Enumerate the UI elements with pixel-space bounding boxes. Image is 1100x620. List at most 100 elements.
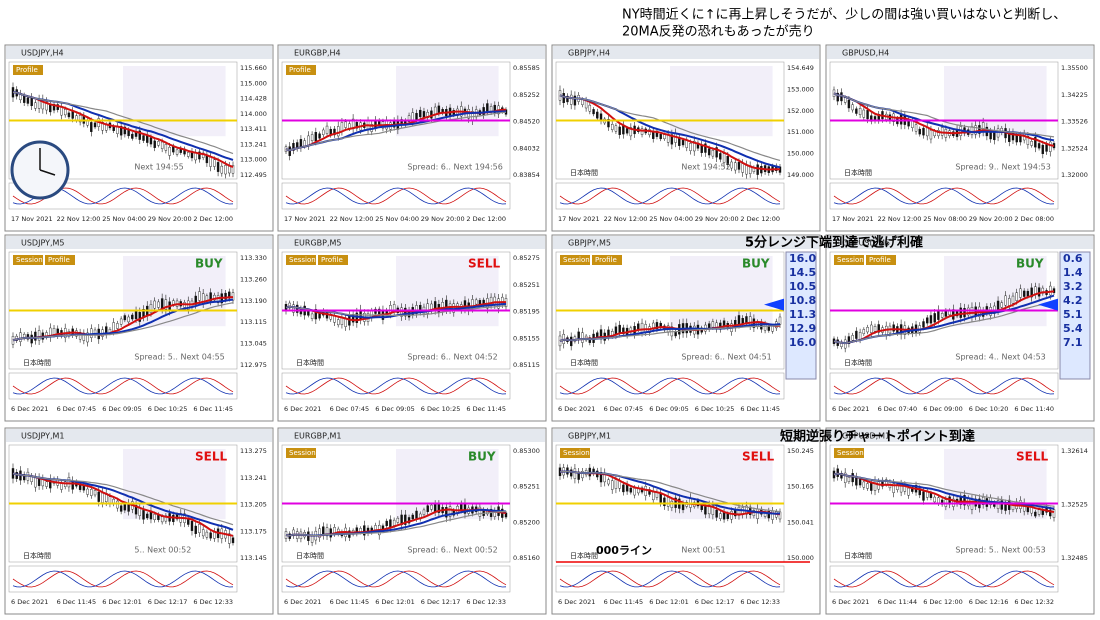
price-label: 1.33526 xyxy=(1061,118,1088,126)
price-label: 150.000 xyxy=(787,554,814,562)
time-label: 17 Nov 2021 xyxy=(11,215,53,223)
candle xyxy=(866,110,869,120)
candle xyxy=(929,315,933,324)
side-value: 7.1 xyxy=(1063,336,1083,349)
candle xyxy=(153,140,156,148)
candle xyxy=(851,104,854,111)
candle xyxy=(60,106,63,116)
candle xyxy=(190,520,194,531)
chart-window: USDJPY,H4 115.660 115.000 114.428 114.000 113… xyxy=(4,44,274,232)
candle xyxy=(30,334,33,344)
chart-window: EURGBP,M5 0.85275 0.85251 0.85195 0.85155 0.8… xyxy=(277,234,547,422)
time-label: 6 Dec 12:33 xyxy=(193,598,233,606)
candle xyxy=(1041,144,1045,155)
candle xyxy=(719,513,722,519)
candle xyxy=(566,95,569,103)
time-label: 6 Dec 11:45 xyxy=(740,405,780,413)
time-label: 29 Nov 20:00 xyxy=(148,215,192,223)
oscillator xyxy=(285,187,507,205)
moving-average xyxy=(12,472,234,537)
title-bar xyxy=(553,429,819,442)
candle xyxy=(123,504,127,511)
candle xyxy=(870,482,873,491)
candle xyxy=(325,125,329,134)
candle xyxy=(209,156,212,167)
oscillator xyxy=(285,377,507,395)
price-label: 1.32614 xyxy=(1061,447,1088,455)
candle xyxy=(873,326,877,332)
candle xyxy=(847,99,851,109)
candle xyxy=(847,336,851,344)
candle xyxy=(325,527,329,537)
jp-time: 日本時間 xyxy=(844,551,872,560)
candle xyxy=(134,504,138,515)
chart-window: GBPJPY,H4 154.649 153.000 152.000 151.000 150… xyxy=(551,44,821,232)
time-label: 2 Dec 08:00 xyxy=(1014,215,1054,223)
candle xyxy=(1019,288,1022,298)
candle xyxy=(640,128,644,135)
spread-info: Next 194:55 xyxy=(134,163,183,172)
price-label: 113.241 xyxy=(240,474,267,482)
time-label: 6 Dec 2021 xyxy=(11,405,48,413)
candle xyxy=(767,510,771,519)
time-label: 25 Nov 04:00 xyxy=(102,215,146,223)
candle xyxy=(1034,511,1037,517)
tag-box xyxy=(560,255,590,265)
chart-window: GBPUSD,M5 6 Dec 2021 6 Dec 07:40 6 Dec 09:0… xyxy=(825,234,1095,422)
oscillator xyxy=(559,570,781,588)
candle xyxy=(26,97,30,104)
side-value: 10.8 xyxy=(789,294,816,307)
price-label: 1.32485 xyxy=(1061,554,1088,562)
oscillator xyxy=(285,570,507,588)
chart-window: EURGBP,H4 0.85585 0.85252 0.84520 0.84032 0.8… xyxy=(277,44,547,232)
candle xyxy=(231,165,235,174)
candle xyxy=(307,135,310,146)
candle xyxy=(745,164,748,175)
indicator-area xyxy=(829,565,1059,593)
candle xyxy=(933,496,936,503)
window-title: USDJPY,M5 xyxy=(21,239,65,248)
time-label: 29 Nov 20:00 xyxy=(695,215,739,223)
oscillator xyxy=(559,570,781,588)
moving-average xyxy=(833,92,1055,138)
candle xyxy=(19,332,22,342)
jp-time: 日本時間 xyxy=(296,358,324,367)
spread-info: Spread: 6.. Next 194:56 xyxy=(407,163,502,172)
oscillator xyxy=(285,377,507,395)
oscillator xyxy=(833,570,1055,588)
title-bar xyxy=(279,46,545,59)
side-value: 4.2 xyxy=(1063,294,1083,307)
candle xyxy=(622,484,625,493)
indicator-area xyxy=(8,565,238,593)
candle xyxy=(877,324,880,333)
candle xyxy=(734,162,737,171)
candle xyxy=(355,122,359,129)
candle xyxy=(996,300,1000,311)
title-bar xyxy=(279,236,545,249)
candle xyxy=(569,469,573,477)
candle xyxy=(843,97,847,103)
side-value: 5.1 xyxy=(1063,308,1083,321)
spread-info: Spread: 5.. Next 04:55 xyxy=(134,353,224,362)
tag-box xyxy=(834,255,864,265)
time-label: 6 Dec 12:17 xyxy=(148,598,188,606)
candle xyxy=(303,140,306,147)
jp-time: 日本時間 xyxy=(844,168,872,177)
candle xyxy=(175,149,179,155)
candle xyxy=(1049,285,1052,296)
candle xyxy=(1004,295,1007,306)
candle xyxy=(292,143,295,151)
moving-average xyxy=(12,91,234,169)
candle xyxy=(629,487,633,493)
candle xyxy=(625,128,629,134)
candle xyxy=(344,121,347,128)
oscillator xyxy=(12,377,234,395)
spread-info: Spread: 5.. Next 00:53 xyxy=(955,546,1045,555)
price-label: 113.145 xyxy=(240,554,267,562)
price-label: 0.84520 xyxy=(513,118,540,126)
candle xyxy=(168,146,171,156)
moving-average xyxy=(559,325,781,342)
price-label: 115.660 xyxy=(240,64,267,72)
candle xyxy=(355,312,359,323)
candle xyxy=(194,525,197,534)
